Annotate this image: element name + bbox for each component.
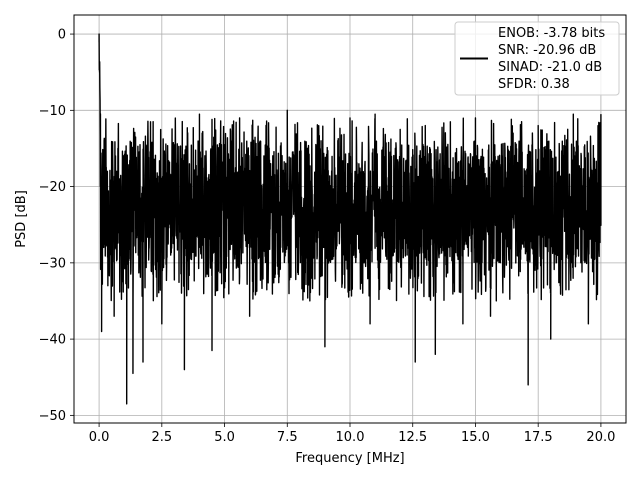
x-tick-label: 12.5: [398, 430, 427, 445]
legend-entry-sfdr: SFDR: 0.38: [498, 77, 570, 92]
x-tick-label: 20.0: [586, 430, 615, 445]
y-tick-label: −20: [39, 180, 66, 195]
y-axis-label: PSD [dB]: [14, 190, 29, 248]
x-tick-label: 10.0: [336, 430, 365, 445]
x-tick-label: 2.5: [151, 430, 172, 445]
x-tick-label: 17.5: [524, 430, 553, 445]
legend-entry-sinad: SINAD: -21.0 dB: [498, 60, 602, 75]
psd-line-series: [98, 33, 602, 405]
legend-entry-snr: SNR: -20.96 dB: [498, 43, 596, 58]
x-tick-label: 0.0: [89, 430, 110, 445]
legend-box: [454, 21, 620, 96]
y-tick-label: 0: [58, 28, 66, 43]
x-tick-label: 5.0: [214, 430, 235, 445]
y-tick-label: −10: [39, 104, 66, 119]
y-axis-ticks: 0 −10 −20 −30 −40 −50: [39, 28, 74, 424]
x-axis-label: Frequency [MHz]: [295, 451, 404, 466]
x-tick-label: 15.0: [461, 430, 490, 445]
y-tick-label: −40: [39, 333, 66, 348]
x-axis-ticks: 0.0 2.5 5.0 7.5 10.0 12.5 15.0 17.5 20.0: [89, 423, 615, 445]
psd-line: [98, 33, 602, 405]
x-tick-label: 7.5: [277, 430, 298, 445]
y-tick-label: −30: [39, 256, 66, 271]
legend: ENOB: -3.78 bits SNR: -20.96 dB SINAD: -…: [454, 21, 620, 96]
y-tick-label: −50: [39, 409, 66, 424]
legend-entry-enob: ENOB: -3.78 bits: [498, 26, 605, 41]
